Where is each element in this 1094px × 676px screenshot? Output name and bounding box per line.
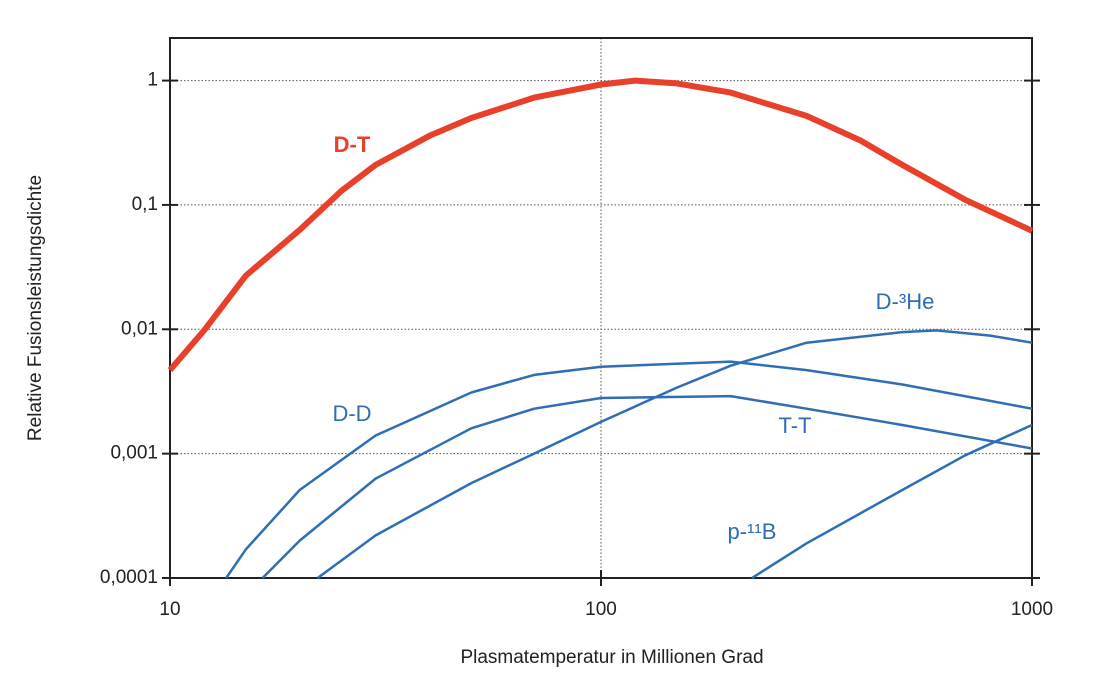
series-label: D-D	[332, 401, 371, 426]
series-label: p-¹¹B	[728, 519, 777, 544]
series-line	[167, 77, 1034, 373]
y-tick-label: 0,1	[132, 194, 158, 215]
x-tick-label: 10	[159, 599, 180, 620]
x-axis-label: Plasmatemperatur in Millionen Grad	[460, 647, 763, 668]
series-label: T-T	[779, 413, 812, 438]
series-line	[751, 423, 1033, 580]
series-label: D-T	[334, 132, 371, 157]
x-tick-label: 100	[585, 599, 617, 620]
y-tick-label: 0,0001	[100, 567, 158, 588]
x-tick-label: 1000	[1011, 599, 1053, 620]
series-line	[316, 329, 1033, 580]
y-tick-label: 1	[147, 70, 158, 91]
series-line	[225, 360, 1033, 579]
series-label: D-³He	[876, 289, 935, 314]
y-tick-label: 0,001	[110, 443, 158, 464]
y-tick-label: 0,01	[121, 318, 158, 339]
plot-frame	[169, 37, 1033, 579]
y-axis-label: Relative Fusionsleistungsdichte	[25, 175, 46, 441]
series-line	[261, 394, 1033, 579]
